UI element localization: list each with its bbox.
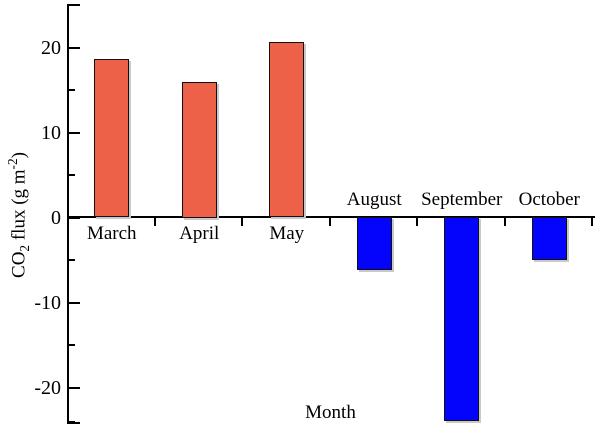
y-axis-title-superscript: -2	[5, 158, 20, 170]
bar-may	[269, 42, 305, 218]
x-boundary-tick	[153, 218, 156, 226]
y-axis-title: CO2 flux (g m-2)	[5, 95, 33, 335]
bar-april	[181, 81, 217, 218]
x-axis-zero-line	[67, 216, 595, 218]
y-major-tick-0	[69, 216, 80, 219]
y-tick-label--20: -20	[34, 376, 61, 399]
x-boundary-tick	[328, 218, 331, 226]
y-major-tick-10	[69, 131, 80, 134]
category-label-september: September	[421, 189, 503, 210]
y-minor-tick	[69, 259, 75, 261]
y-major-tick--20	[69, 386, 80, 389]
x-axis-title: Month	[305, 402, 356, 423]
x-boundary-tick	[241, 218, 243, 226]
y-minor-tick	[69, 174, 75, 176]
y-major-tick-20	[69, 46, 80, 49]
y-axis-bottom-end-tick	[69, 422, 80, 424]
bar-october	[531, 216, 567, 260]
y-axis-title-text: )	[8, 152, 30, 159]
category-label-august: August	[346, 189, 402, 210]
bar-september	[444, 216, 480, 421]
y-axis-title-subscript: 2	[17, 244, 33, 252]
category-label-march: March	[86, 223, 137, 244]
y-minor-tick	[69, 344, 75, 346]
bar-march	[94, 59, 130, 218]
x-boundary-tick	[591, 218, 593, 226]
y-tick-label--10: -10	[34, 291, 61, 314]
y-minor-tick	[69, 4, 75, 6]
bar-august	[356, 216, 392, 271]
y-tick-label-10: 10	[41, 121, 61, 144]
category-label-april: April	[179, 223, 220, 244]
category-label-october: October	[518, 189, 580, 210]
y-tick-label-20: 20	[41, 36, 61, 59]
category-label-may: May	[269, 223, 305, 244]
x-boundary-tick	[503, 218, 506, 226]
y-major-tick--10	[69, 301, 80, 304]
y-axis-title-text: CO	[8, 251, 30, 278]
y-minor-tick	[69, 89, 75, 91]
y-axis-title-text: flux (g m	[8, 169, 30, 245]
y-minor-tick	[69, 421, 75, 423]
y-axis-line	[67, 4, 69, 424]
x-boundary-tick	[416, 218, 418, 226]
y-tick-label-0: 0	[51, 206, 61, 229]
